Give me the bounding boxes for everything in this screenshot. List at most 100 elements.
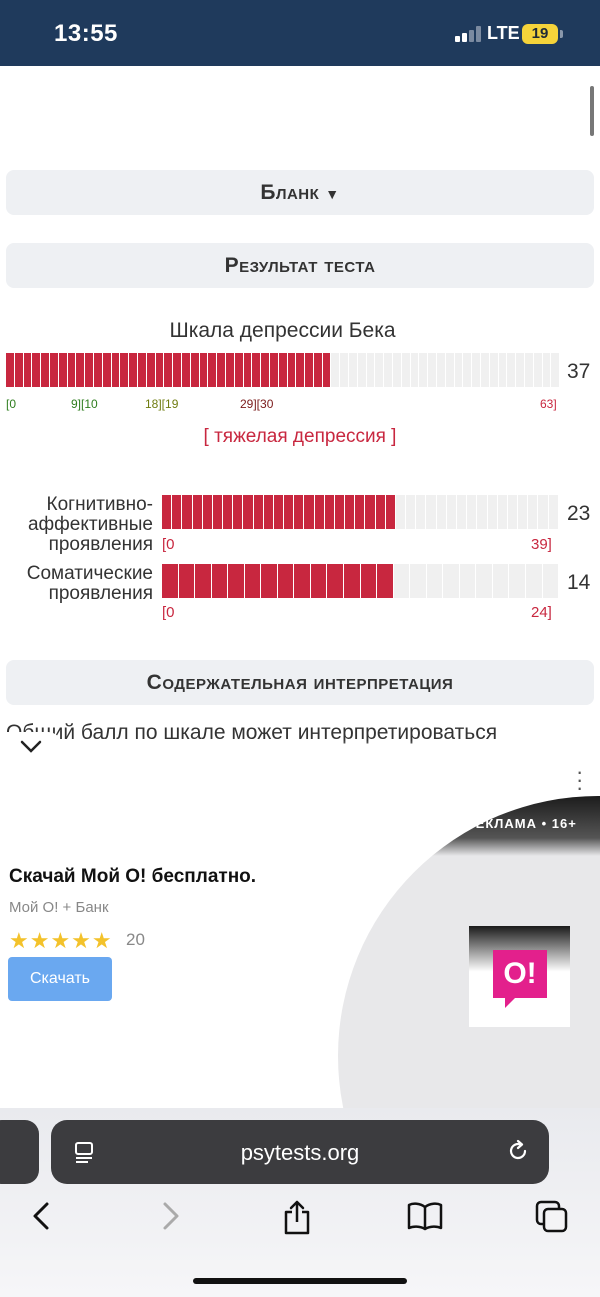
bar-segment bbox=[23, 353, 33, 387]
bar-segment bbox=[334, 495, 346, 529]
bar-segment bbox=[384, 353, 394, 387]
bar-segment bbox=[202, 495, 213, 529]
bar-segment bbox=[199, 353, 209, 387]
bar-segment bbox=[67, 353, 77, 387]
bar-segment bbox=[164, 353, 174, 387]
bar-segment bbox=[488, 495, 498, 529]
bar-segment bbox=[322, 353, 332, 387]
bar-segment bbox=[278, 353, 288, 387]
bar-segment bbox=[233, 495, 244, 529]
ad-label: РЕКЛАМА • 16+ bbox=[466, 816, 577, 831]
bar-segment bbox=[460, 564, 477, 598]
bar-segment bbox=[355, 495, 366, 529]
bar-segment bbox=[182, 495, 193, 529]
home-indicator bbox=[193, 1278, 407, 1284]
download-button[interactable]: Скачать bbox=[8, 957, 112, 1001]
bar-segment bbox=[437, 495, 447, 529]
bar-segment bbox=[253, 495, 264, 529]
bar-segment bbox=[137, 353, 147, 387]
ad-title[interactable]: Скачай Мой О! бесплатно. bbox=[9, 866, 257, 887]
bar-segment bbox=[190, 353, 200, 387]
subscale-label: Когнитивно- аффективные проявления bbox=[27, 494, 153, 555]
url-text: psytests.org bbox=[240, 1140, 360, 1165]
bar-segment bbox=[269, 353, 279, 387]
bar-segment bbox=[225, 353, 235, 387]
previous-tab[interactable] bbox=[0, 1120, 39, 1184]
bar-segment bbox=[481, 353, 490, 387]
bar-segment bbox=[367, 353, 376, 387]
beck-score: 37 bbox=[567, 360, 591, 383]
bar-segment bbox=[327, 564, 345, 598]
browser-toolbar: psytests.org bbox=[0, 1108, 600, 1297]
bar-segment bbox=[490, 353, 499, 387]
bar-segment bbox=[195, 564, 212, 598]
bar-segment bbox=[129, 353, 138, 387]
bar-segment bbox=[410, 564, 427, 598]
scale-title: Шкала депрессии Бека bbox=[169, 319, 396, 342]
reload-icon bbox=[509, 1139, 527, 1160]
bar-segment bbox=[385, 495, 396, 529]
bar-segment bbox=[393, 353, 402, 387]
address-bar[interactable]: psytests.org bbox=[51, 1120, 549, 1184]
bar-segment bbox=[509, 564, 527, 598]
bar-segment bbox=[85, 353, 94, 387]
bar-segment bbox=[455, 353, 464, 387]
bar-segment bbox=[411, 353, 420, 387]
bar-segment bbox=[294, 564, 311, 598]
bar-segment bbox=[305, 353, 314, 387]
bookmarks-icon bbox=[407, 1202, 443, 1231]
bar-segment bbox=[437, 353, 446, 387]
bar-segment bbox=[162, 495, 173, 529]
ad-banner[interactable]: · · · РЕКЛАМА • 16+ Скачай Мой О! бесплатн… bbox=[0, 758, 600, 1108]
scrollbar[interactable] bbox=[590, 86, 594, 136]
bar-segment bbox=[476, 564, 493, 598]
forward-icon bbox=[163, 1202, 179, 1230]
blank-dropdown[interactable]: Бланк ▼ bbox=[6, 170, 594, 215]
bar-segment bbox=[208, 353, 218, 387]
cognitive-score: 23 bbox=[567, 502, 591, 525]
bar-segment bbox=[538, 495, 549, 529]
tabs-icon bbox=[535, 1200, 568, 1233]
bar-segment bbox=[178, 564, 196, 598]
bar-segment bbox=[273, 495, 285, 529]
chevron-down-icon bbox=[20, 740, 42, 753]
bar-segment bbox=[181, 353, 191, 387]
bar-segment bbox=[6, 353, 15, 387]
bar-segment bbox=[467, 495, 478, 529]
tick-label: 18][19 bbox=[145, 397, 179, 411]
bar-segment bbox=[472, 353, 482, 387]
bar-segment bbox=[543, 564, 560, 598]
bar-segment bbox=[508, 495, 519, 529]
bar-segment bbox=[32, 353, 42, 387]
battery-icon: 19 bbox=[522, 24, 563, 44]
tick-label: 9][10 bbox=[71, 397, 98, 411]
caret-down-icon: ▼ bbox=[325, 186, 340, 202]
bar-segment bbox=[111, 353, 121, 387]
status-bar: 13:55 LTE 19 bbox=[0, 0, 600, 66]
bar-segment bbox=[155, 353, 165, 387]
ad-app-logo[interactable]: О! bbox=[469, 926, 570, 1027]
bar-segment bbox=[447, 495, 457, 529]
somatic-score: 14 bbox=[567, 571, 591, 594]
bar-segment bbox=[243, 353, 253, 387]
bar-segment bbox=[428, 353, 438, 387]
bar-segment bbox=[102, 353, 112, 387]
bar-segment bbox=[375, 353, 385, 387]
bar-segment bbox=[394, 564, 411, 598]
bar-segment bbox=[263, 495, 274, 529]
bar-segment bbox=[331, 353, 341, 387]
bar-segment bbox=[443, 564, 460, 598]
more-vertical-icon[interactable]: · · · bbox=[576, 759, 584, 800]
bar-segment bbox=[416, 495, 427, 529]
tick-label: [0 bbox=[6, 397, 17, 411]
bar-segment bbox=[507, 353, 517, 387]
bar-segment bbox=[173, 353, 182, 387]
collapse-ad-button[interactable] bbox=[0, 732, 62, 760]
range-max: 39] bbox=[531, 536, 552, 553]
bar-segment bbox=[211, 564, 229, 598]
cognitive-scale-bar bbox=[162, 495, 559, 529]
bar-segment bbox=[419, 353, 429, 387]
bar-segment bbox=[120, 353, 130, 387]
bar-segment bbox=[344, 564, 361, 598]
bar-segment bbox=[463, 353, 473, 387]
